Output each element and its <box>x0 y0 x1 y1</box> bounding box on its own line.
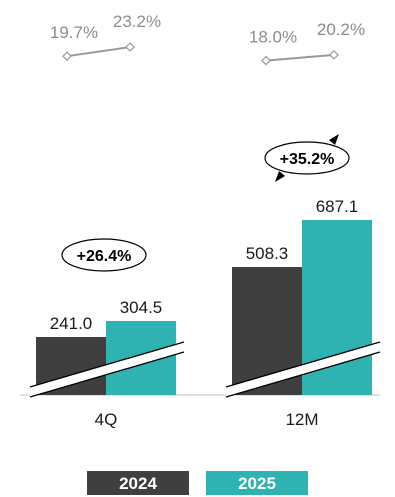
legend-swatch-2024 <box>87 471 189 495</box>
legend: 2024 2025 <box>87 471 308 495</box>
margin-marker-4Q-0 <box>62 51 72 62</box>
growth-arrow-head-bottom <box>275 171 285 182</box>
margin-label-4Q-2025: 23.2% <box>113 12 161 31</box>
growth-text-4Q: +26.4% <box>77 248 132 265</box>
labels-layer: 241.0 304.5 4Q +26.4% 508.3 687.1 12M +35.2% <box>50 134 359 429</box>
legend-item-2024: 2024 <box>87 471 189 495</box>
data-label-2025-4Q: 304.5 <box>120 298 163 317</box>
legend-label-2025: 2025 <box>238 474 276 493</box>
growth-badge-4Q: +26.4% <box>61 238 147 272</box>
axis-break-4Q <box>29 341 185 398</box>
margin-marker-12M-1 <box>329 50 339 60</box>
margin-label-4Q-2024: 19.7% <box>50 23 98 42</box>
category-label-12M: 12M <box>285 410 318 429</box>
legend-label-2024: 2024 <box>119 474 157 493</box>
margin-marker-12M-0 <box>261 55 271 66</box>
margin-trend-4Q: 19.7% 23.2% <box>50 12 161 62</box>
data-label-2024-4Q: 241.0 <box>50 314 93 333</box>
growth-badge-12M: +35.2% <box>264 134 350 182</box>
margin-label-12M-2025: 20.2% <box>317 20 365 39</box>
data-label-2025-12M: 687.1 <box>316 197 359 216</box>
margin-trend-12M: 18.0% 20.2% <box>249 20 365 66</box>
margin-marker-4Q-1 <box>125 42 135 52</box>
legend-swatch-2025 <box>206 471 308 495</box>
legend-item-2025: 2025 <box>206 471 308 495</box>
growth-arrow-head-top <box>329 134 339 145</box>
axis-break-12M <box>225 341 381 398</box>
bars-layer <box>20 220 381 398</box>
growth-text-12M: +35.2% <box>280 151 335 168</box>
margin-trend-layer: 19.7% 23.2% 18.0% 20.2% <box>50 12 365 66</box>
data-label-2024-12M: 508.3 <box>246 244 289 263</box>
margin-label-12M-2024: 18.0% <box>249 28 297 47</box>
category-label-4Q: 4Q <box>95 410 118 429</box>
